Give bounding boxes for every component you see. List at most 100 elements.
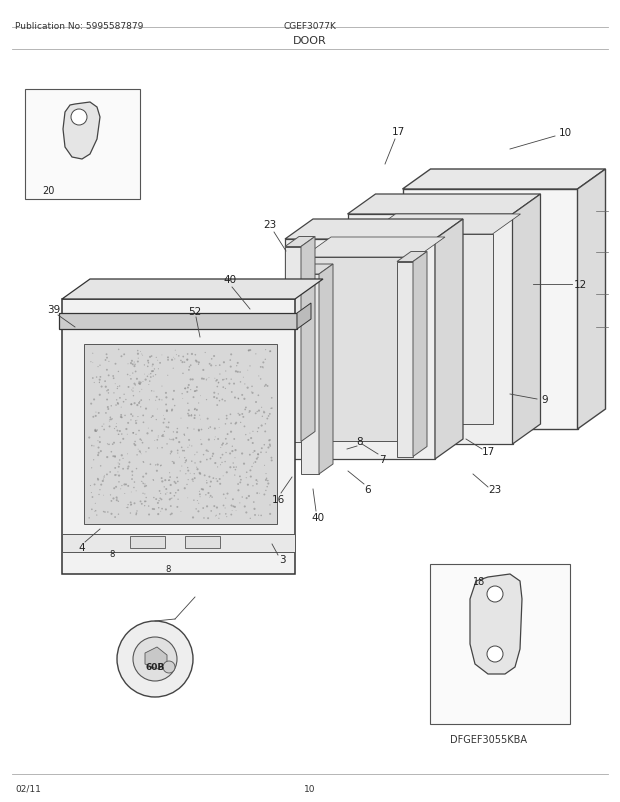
Point xyxy=(120,410,130,423)
Point xyxy=(246,512,255,525)
Point xyxy=(173,493,183,506)
Point xyxy=(194,357,204,370)
Point xyxy=(91,410,100,423)
Point xyxy=(202,394,211,407)
Point xyxy=(206,490,216,503)
Point xyxy=(111,480,121,493)
Point xyxy=(213,475,223,488)
Point xyxy=(206,353,216,366)
Point xyxy=(203,512,213,525)
Text: 3: 3 xyxy=(278,554,285,565)
Point xyxy=(104,355,114,368)
Point xyxy=(187,409,197,422)
Point xyxy=(236,476,246,489)
Point xyxy=(146,411,156,424)
Point xyxy=(208,450,218,463)
Point xyxy=(149,475,159,488)
Point xyxy=(146,350,156,363)
Point xyxy=(247,387,257,399)
Point xyxy=(195,488,205,501)
Point xyxy=(254,405,264,418)
Point xyxy=(250,456,260,469)
Point xyxy=(256,509,266,522)
Point xyxy=(172,501,182,514)
Point xyxy=(114,469,124,482)
Point xyxy=(240,378,250,391)
Point xyxy=(96,445,106,458)
Point xyxy=(242,466,252,479)
Point xyxy=(230,500,240,513)
Point xyxy=(133,348,143,361)
Point xyxy=(151,493,161,506)
Point xyxy=(189,494,199,507)
Point xyxy=(156,493,166,506)
Point xyxy=(138,416,148,429)
Point xyxy=(190,472,200,485)
Point xyxy=(169,490,179,503)
Point xyxy=(87,503,97,516)
Point xyxy=(107,413,117,426)
Polygon shape xyxy=(397,262,413,457)
Point xyxy=(162,404,172,417)
Point xyxy=(215,478,225,491)
Point xyxy=(233,478,243,491)
Point xyxy=(157,503,167,516)
Point xyxy=(143,354,153,367)
Point xyxy=(260,418,270,431)
Point xyxy=(153,459,162,472)
Point xyxy=(134,424,144,437)
Point xyxy=(188,512,198,525)
Point xyxy=(179,350,188,363)
Point xyxy=(195,390,205,403)
Point xyxy=(225,448,235,460)
Point xyxy=(239,393,249,406)
Point xyxy=(94,488,104,501)
Point xyxy=(265,439,275,452)
Point xyxy=(99,473,108,486)
Point xyxy=(247,380,257,393)
Point xyxy=(95,436,105,449)
Point xyxy=(117,428,126,441)
Polygon shape xyxy=(301,237,315,442)
Point xyxy=(143,422,153,435)
Point xyxy=(249,457,259,470)
Point xyxy=(145,375,155,388)
Point xyxy=(120,488,130,500)
Point xyxy=(218,470,228,483)
Point xyxy=(138,437,148,450)
Point xyxy=(226,417,236,430)
Point xyxy=(183,441,193,454)
Point xyxy=(267,452,277,464)
Polygon shape xyxy=(301,265,333,274)
Point xyxy=(249,503,259,516)
Point xyxy=(221,492,231,505)
Point xyxy=(84,431,94,444)
Point xyxy=(117,411,126,424)
Point xyxy=(260,354,270,367)
Point xyxy=(156,488,166,500)
Point xyxy=(178,392,188,405)
Point xyxy=(177,356,187,369)
Point xyxy=(92,371,102,384)
Point xyxy=(252,406,262,419)
Point xyxy=(190,457,200,470)
Point xyxy=(159,431,169,444)
Text: 40: 40 xyxy=(311,512,324,522)
Point xyxy=(204,434,214,447)
Point xyxy=(266,403,276,415)
Point xyxy=(257,442,267,455)
Point xyxy=(165,471,175,484)
Point xyxy=(133,355,143,368)
Point xyxy=(110,462,120,475)
Point xyxy=(226,426,236,439)
Text: 17: 17 xyxy=(481,447,495,456)
Point xyxy=(195,468,205,480)
Point xyxy=(152,391,162,403)
Circle shape xyxy=(163,661,175,673)
Point xyxy=(267,392,277,405)
Point xyxy=(195,413,205,426)
Point xyxy=(197,483,206,496)
Point xyxy=(106,400,116,413)
Point xyxy=(234,393,244,406)
Point xyxy=(230,391,240,404)
